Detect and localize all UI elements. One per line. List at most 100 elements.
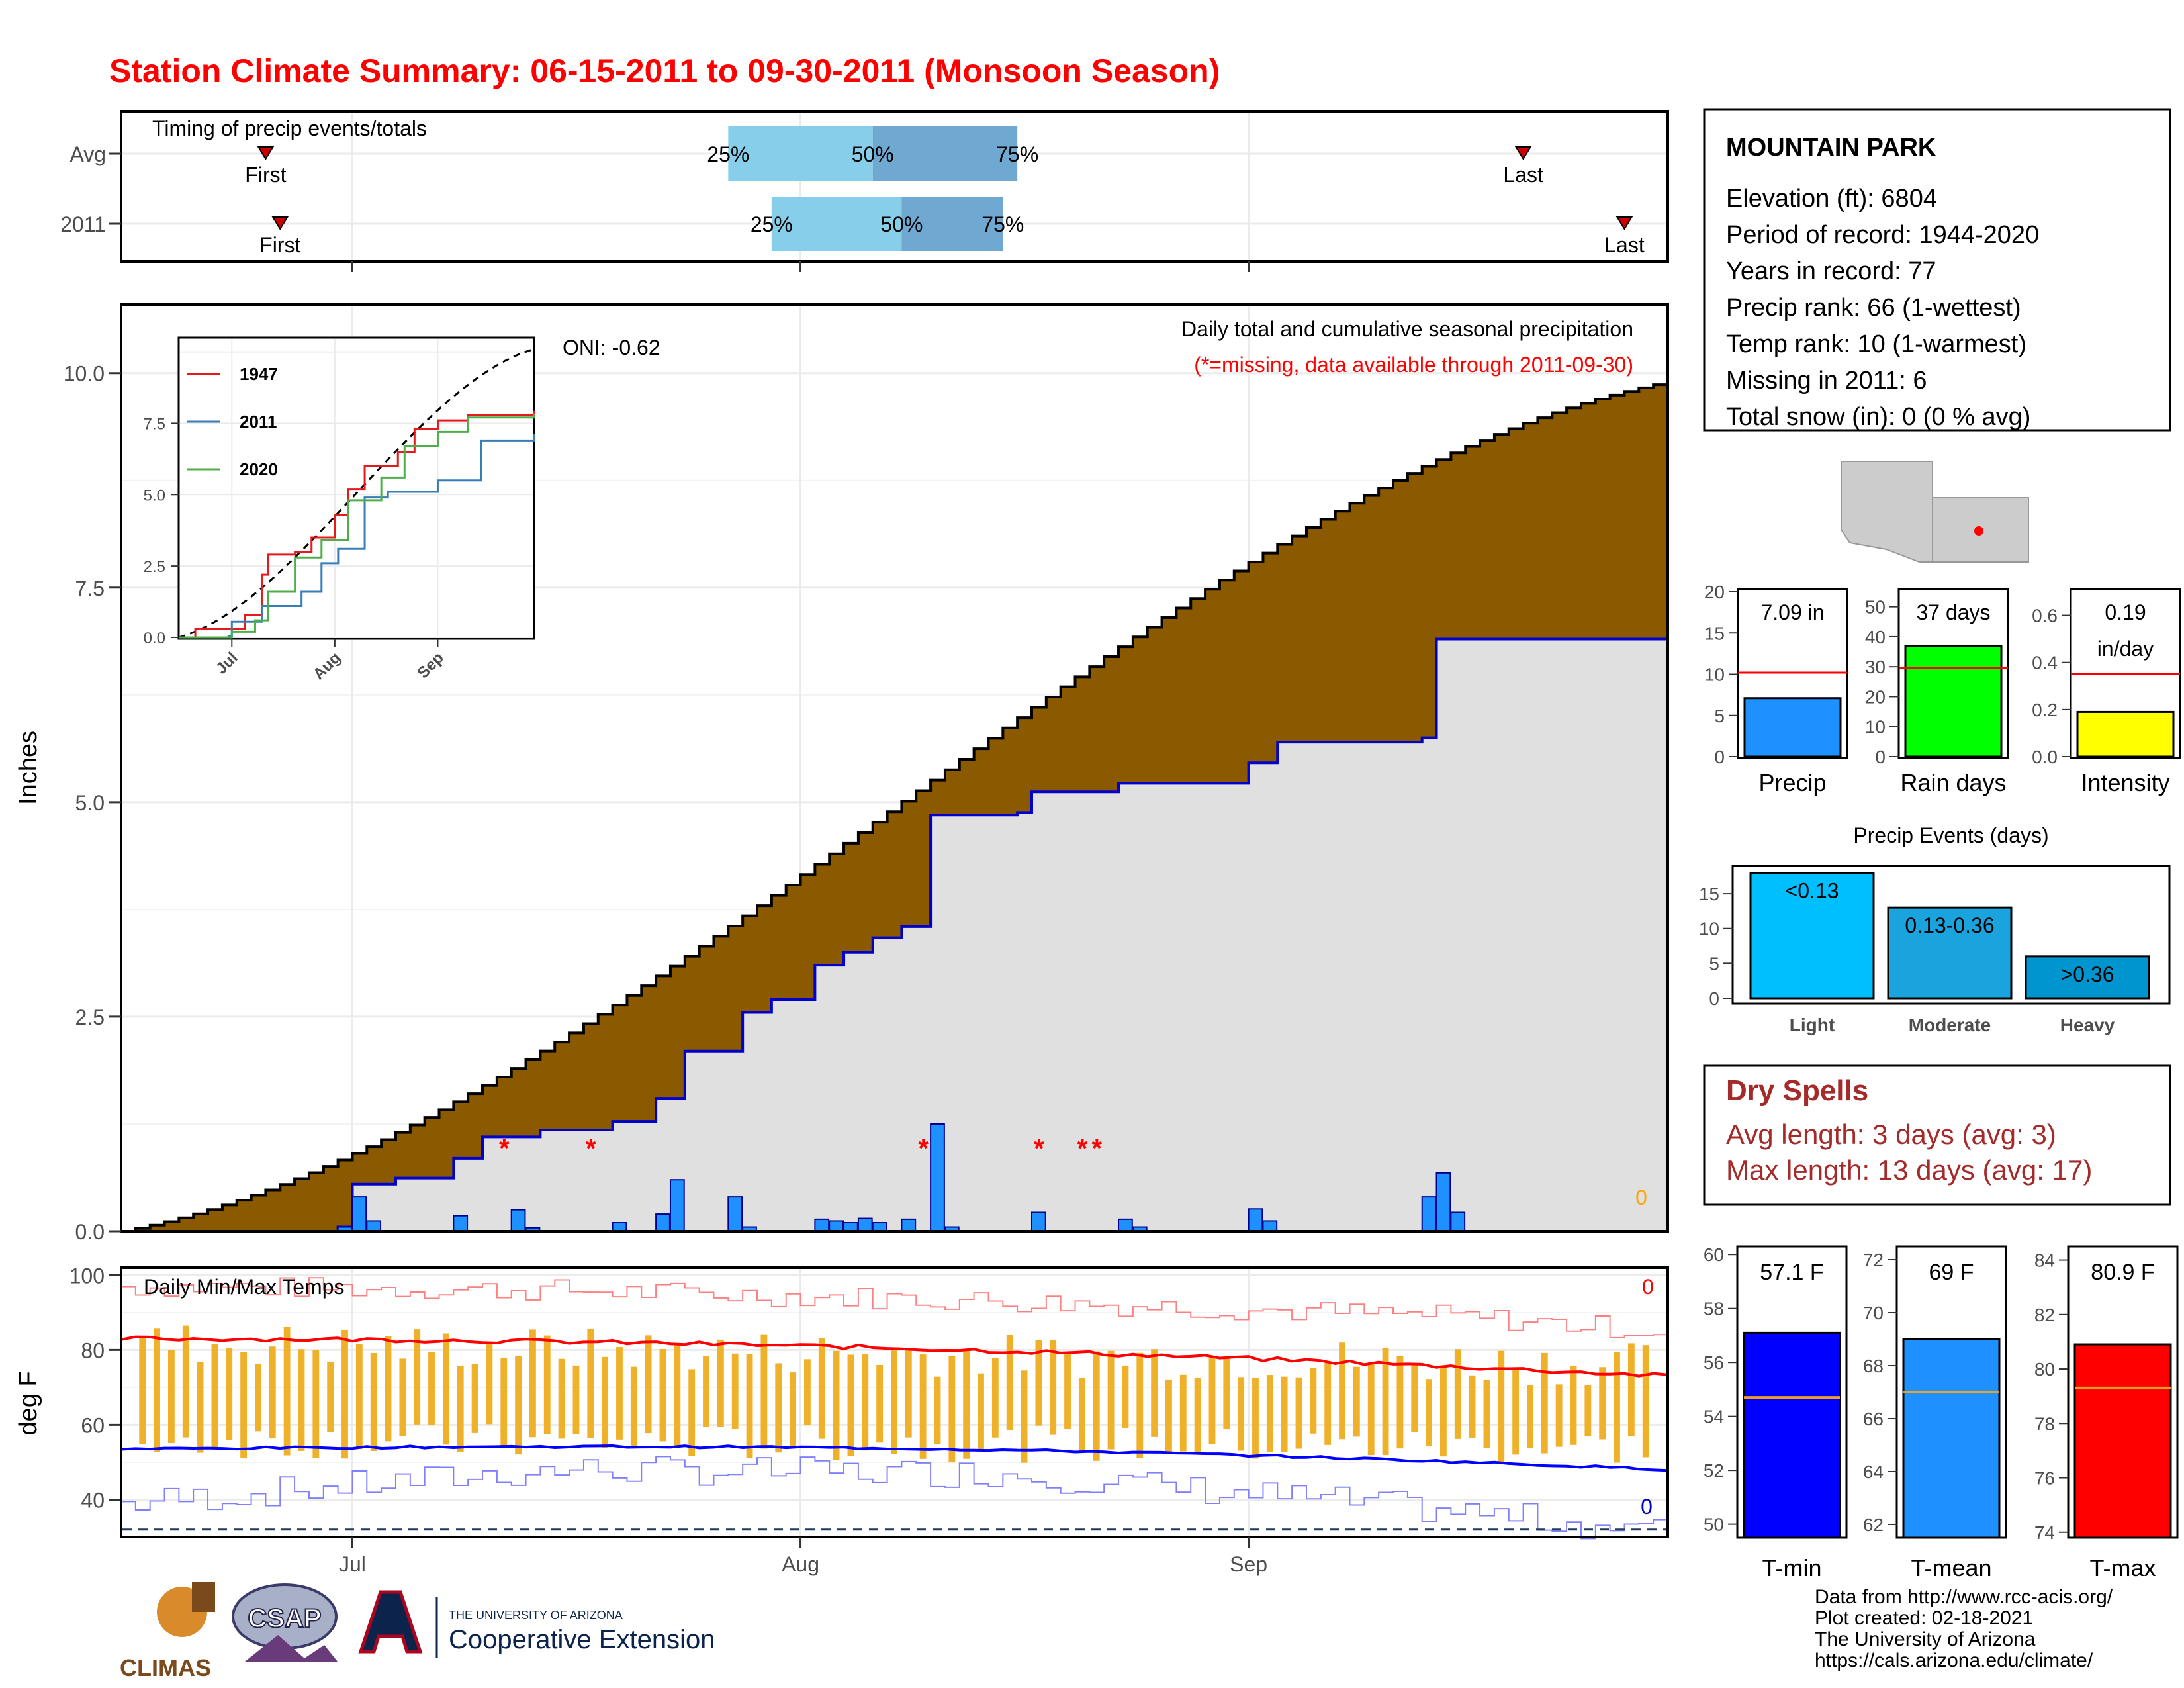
temp-summary-y-tick-label: 58 (1704, 1299, 1724, 1319)
daily-temp-range-bar (428, 1352, 435, 1425)
temp-summary-y-tick-label: 84 (2034, 1250, 2055, 1271)
daily-temp-range-bar (471, 1364, 478, 1433)
daily-temp-range-bar (1281, 1376, 1288, 1452)
daily-temp-range-bar (399, 1358, 406, 1436)
daily-temp-range-bar (1093, 1351, 1100, 1461)
timing-row-label: 2011 (60, 212, 106, 236)
climas-logo-text: CLIMAS (120, 1654, 211, 1681)
daily-temp-range-bar (963, 1349, 970, 1459)
timing-q50-label: 50% (852, 142, 894, 166)
summary-y-tick-label: 0.0 (2032, 747, 2058, 767)
daily-temp-range-bar (370, 1352, 377, 1451)
temp-summary-y-tick-label: 56 (1704, 1352, 1724, 1373)
timing-q25-label: 25% (707, 142, 749, 166)
daily-temp-range-bar (1064, 1352, 1071, 1429)
daily-temp-range-bar (1396, 1356, 1404, 1449)
precip-events: Precip Events (days) 0 5 10 15 <0.13 Light 0.1… (1699, 823, 2171, 1035)
temp-summary-T-mean-bar (1902, 1338, 2001, 1539)
daily-temp-range-bar (674, 1345, 681, 1447)
csap-logo: CSAP (232, 1583, 338, 1662)
tmin-average-line (120, 1444, 1668, 1472)
temp-summary-y-tick-label: 78 (2034, 1413, 2055, 1434)
temp-summary-y-tick-label: 72 (1863, 1250, 1884, 1270)
temp-summary-y-tick-label: 82 (2034, 1305, 2055, 1325)
daily-temp-range-bar (775, 1363, 782, 1453)
daily-precip-bar (1118, 1218, 1133, 1232)
dry-spells-avg: Avg length: 3 days (avg: 3) (1726, 1119, 2056, 1150)
timing-last-label: Last (1503, 163, 1543, 187)
summary-Precip-value: 7.09 in (1760, 600, 1824, 624)
daily-temp-range-bar (385, 1335, 392, 1442)
footer: Data from http://www.rcc-acis.org/Plot c… (120, 1582, 2113, 1681)
temp-summary-y-tick-label: 54 (1704, 1407, 1724, 1427)
dry-spells-frame (1703, 1064, 2171, 1206)
daily-precip-bar (1248, 1208, 1263, 1232)
daily-temp-range-bar (182, 1325, 189, 1438)
station-name: MOUNTAIN PARK (1726, 134, 1936, 162)
daily-precip-bar (669, 1179, 685, 1232)
daily-temp-range-bar (659, 1348, 666, 1442)
summary-y-tick-label: 30 (1865, 657, 1886, 677)
daily-temp-range-bar (1035, 1340, 1042, 1426)
temperature-summary-bars: 50 52 54 56 58 60 57.1 F T-min 62 64 66 68 70 72 69 F T… (1704, 1244, 2179, 1581)
daily-temp-range-bar (1194, 1378, 1201, 1454)
daily-temp-range-bar (1339, 1342, 1345, 1440)
summary-y-tick-label: 0 (1714, 747, 1725, 767)
inset-y-tick-label: 5.0 (144, 487, 165, 504)
station-info-line: Total snow (in): 0 (0 % avg) (1726, 403, 2030, 431)
daily-temp-range-bar (891, 1350, 897, 1454)
daily-temp-range-bar (1006, 1335, 1013, 1430)
daily-temp-range-bar (760, 1334, 768, 1449)
page-title: Station Climate Summary: 06-15-2011 to 0… (109, 52, 1220, 89)
summary-y-tick-label: 40 (1865, 627, 1886, 647)
daily-precip-bar (901, 1218, 917, 1232)
daily-temp-range-bar (558, 1358, 565, 1439)
daily-temp-range-bar (645, 1335, 652, 1434)
daily-temp-range-bar (500, 1358, 508, 1448)
inset-legend-label: 2011 (240, 412, 277, 432)
timing-q25-q50-bar (771, 197, 902, 251)
climas-mark (192, 1582, 215, 1612)
daily-precip-bar (1262, 1220, 1278, 1233)
precip-y-tick-label: 10.0 (64, 362, 105, 386)
temp-summary-T-max-label: T-max (2089, 1554, 2156, 1581)
daily-temp-range-bar (1151, 1349, 1158, 1437)
events-y-tick-label: 0 (1709, 988, 1719, 1009)
daily-temp-range-bar (630, 1366, 637, 1446)
footer-line: The University of Arizona (1815, 1628, 2036, 1650)
timing-first-marker (257, 146, 275, 160)
temp-summary-T-max-value: 80.9 F (2091, 1260, 2154, 1285)
daily-temp-range-bar (298, 1349, 305, 1451)
daily-precip-bar (1450, 1211, 1466, 1232)
daily-temp-range-bar (602, 1356, 609, 1448)
summary-y-tick-label: 50 (1865, 597, 1886, 618)
inset-series-2020 (179, 413, 535, 639)
x-axis-tick-label: Sep (1230, 1552, 1267, 1576)
summary-Intensity-value: 0.19 (2105, 600, 2146, 624)
daily-temp-range-bar (543, 1335, 551, 1434)
daily-precip-bar (1421, 1196, 1437, 1233)
daily-temp-range-bar (1483, 1380, 1490, 1448)
timing-q75-label: 75% (981, 212, 1024, 236)
station-info-line: Period of record: 1944-2020 (1726, 221, 2039, 249)
daily-temp-range-bar (1541, 1352, 1548, 1454)
station-info-line: Years in record: 77 (1726, 258, 1936, 285)
daily-temp-range-bar (731, 1353, 739, 1429)
events-bar-Moderate (1887, 906, 2013, 1000)
station-info-line: Missing in 2011: 6 (1726, 367, 1927, 395)
climas-logo: CLIMAS (120, 1582, 215, 1681)
temp-summary-y-tick-label: 74 (2034, 1523, 2055, 1543)
temp-y-tick-label: 80 (81, 1338, 105, 1362)
daily-temp-range-bar (515, 1356, 522, 1455)
daily-temp-range-bar (1454, 1349, 1461, 1439)
daily-temp-range-bar (255, 1364, 261, 1432)
daily-temp-range-bar (167, 1350, 175, 1444)
daily-temp-range-bar (529, 1329, 536, 1438)
summary-y-tick-label: 10 (1865, 717, 1886, 737)
missing-day-marker: * (586, 1134, 596, 1163)
daily-temp-range-bar (1614, 1352, 1620, 1463)
daily-temp-range-bar (688, 1369, 696, 1456)
events-bar-Light (1749, 872, 1875, 1000)
daily-temp-range-bar (269, 1346, 276, 1439)
